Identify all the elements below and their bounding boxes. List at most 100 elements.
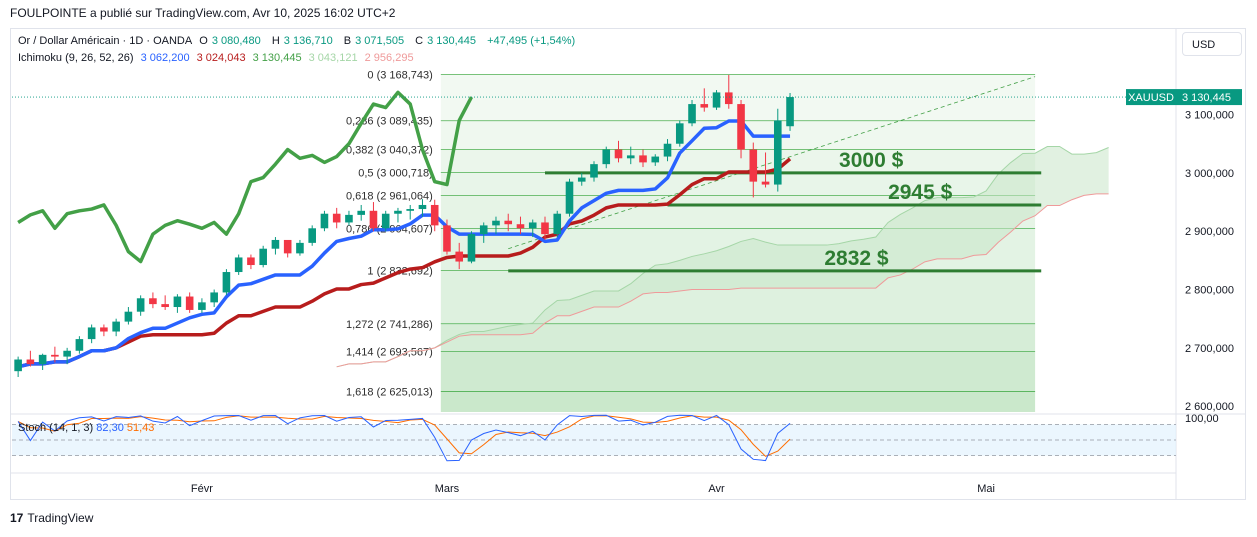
candle-body — [773, 120, 782, 185]
candle-body — [455, 251, 464, 262]
candle-body — [100, 327, 108, 332]
time-tick-label: Févr — [191, 483, 213, 495]
price-tick-label: 2 900,000 — [1185, 226, 1234, 238]
ichimoku-legend: Ichimoku (9, 26, 52, 26) 3 062,200 3 024… — [18, 52, 418, 64]
candle-body — [541, 222, 549, 235]
candle-body — [639, 155, 647, 163]
candle-body — [14, 359, 22, 372]
chikou-span-line — [17, 90, 474, 264]
candle-body — [528, 222, 537, 229]
symbol-name[interactable]: Or / Dollar Américain · 1D · OANDA — [18, 35, 193, 47]
candle-body — [553, 213, 562, 235]
stoch-legend: Stoch (14, 1, 3) 82,30 51,43 — [18, 422, 154, 434]
candle-body — [590, 164, 598, 178]
symbol-tag — [1126, 89, 1176, 106]
candle-body — [332, 213, 341, 223]
fib-zone — [440, 149, 1036, 173]
fib-zone — [440, 351, 1036, 392]
candle-body — [210, 292, 218, 303]
candle-body — [577, 177, 586, 182]
candle-body — [296, 242, 304, 254]
senkou-span-a — [336, 146, 1109, 368]
candle-body — [786, 97, 794, 127]
candle-body — [51, 354, 59, 357]
candle-body — [504, 220, 513, 225]
stoch-d-line — [17, 415, 791, 457]
fib-zone — [440, 172, 1036, 196]
candle-body — [173, 296, 182, 308]
kijun-sen-line — [17, 157, 792, 369]
symbol-tag-text: XAUUSD — [1128, 92, 1174, 104]
ichimoku-cloud — [336, 146, 1109, 367]
ichimoku-label[interactable]: Ichimoku (9, 26, 52, 26) — [18, 52, 134, 64]
candle-body — [724, 92, 733, 105]
candle-body — [345, 214, 353, 223]
price-tag-text: 3 130,445 — [1182, 92, 1231, 104]
candle-body — [418, 204, 427, 210]
fib-level-label: 1,414 (2 693,567) — [346, 347, 433, 359]
candle-body — [492, 220, 500, 226]
candle-body — [320, 213, 329, 229]
ichimoku-value: 3 130,445 — [252, 52, 302, 64]
price-tick-label: 2 700,000 — [1185, 343, 1234, 355]
candle-body — [308, 228, 316, 243]
trend-line — [508, 76, 1036, 250]
tradingview-footer: 17 TradingView — [10, 511, 93, 525]
fib-level-label: 1,618 (2 625,013) — [346, 387, 433, 399]
candle-body — [124, 311, 133, 322]
fib-zone — [440, 323, 1036, 352]
time-tick-label: Avr — [708, 483, 725, 495]
candle-body — [516, 224, 525, 229]
currency-button[interactable]: USD — [1182, 32, 1242, 56]
candle-body — [63, 350, 71, 357]
candle-body — [467, 234, 476, 262]
stoch-k-line — [17, 414, 791, 462]
support-label: 2832 $ — [824, 247, 889, 270]
candle-body — [247, 257, 255, 266]
candle-body — [75, 339, 84, 351]
candle-body — [479, 225, 488, 235]
tradingview-logo-icon: 17 — [10, 511, 24, 525]
price-tick-label: 3 000,000 — [1185, 168, 1234, 180]
candle-body — [149, 298, 157, 305]
candle-body — [136, 298, 145, 312]
candle-body — [369, 210, 378, 229]
tenkan-sen-line — [17, 119, 791, 369]
candle-body — [271, 239, 280, 249]
candle-body — [26, 359, 35, 365]
candle-body — [712, 92, 721, 108]
support-label: 3000 $ — [839, 149, 904, 172]
stoch-label[interactable]: Stoch (14, 1, 3) — [18, 422, 94, 434]
candle-body — [161, 304, 169, 308]
fib-level-label: 0,236 (3 089,435) — [346, 116, 433, 128]
candle-body — [283, 239, 292, 254]
candle-body — [198, 302, 206, 310]
fib-level-label: 0,382 (3 040,372) — [346, 144, 433, 156]
candle-body — [87, 327, 96, 340]
senkou-span-b — [336, 193, 1109, 368]
candle-body — [614, 149, 623, 159]
candle-body — [185, 296, 194, 310]
time-tick-label: Mars — [435, 483, 460, 495]
fib-level-label: 0,5 (3 000,718) — [358, 167, 433, 179]
ichimoku-value: 2 956,295 — [364, 52, 414, 64]
price-tick-label: 2 800,000 — [1185, 285, 1234, 297]
fib-zone — [440, 391, 1036, 412]
candle-body — [700, 104, 709, 108]
candle-body — [38, 354, 47, 365]
candle-body — [112, 321, 120, 332]
candle-body — [675, 123, 684, 144]
ichimoku-value: 3 024,043 — [196, 52, 246, 64]
candle-body — [602, 149, 611, 165]
fib-level-label: 0,618 (2 961,064) — [346, 191, 433, 203]
candle-body — [688, 104, 696, 124]
fib-level-label: 1,272 (2 741,286) — [346, 319, 433, 331]
stoch-k-value: 82,30 — [96, 422, 124, 434]
ichimoku-value: 3 043,121 — [308, 52, 358, 64]
candle-body — [737, 104, 745, 150]
candle-body — [565, 181, 574, 214]
candle-body — [357, 210, 365, 215]
